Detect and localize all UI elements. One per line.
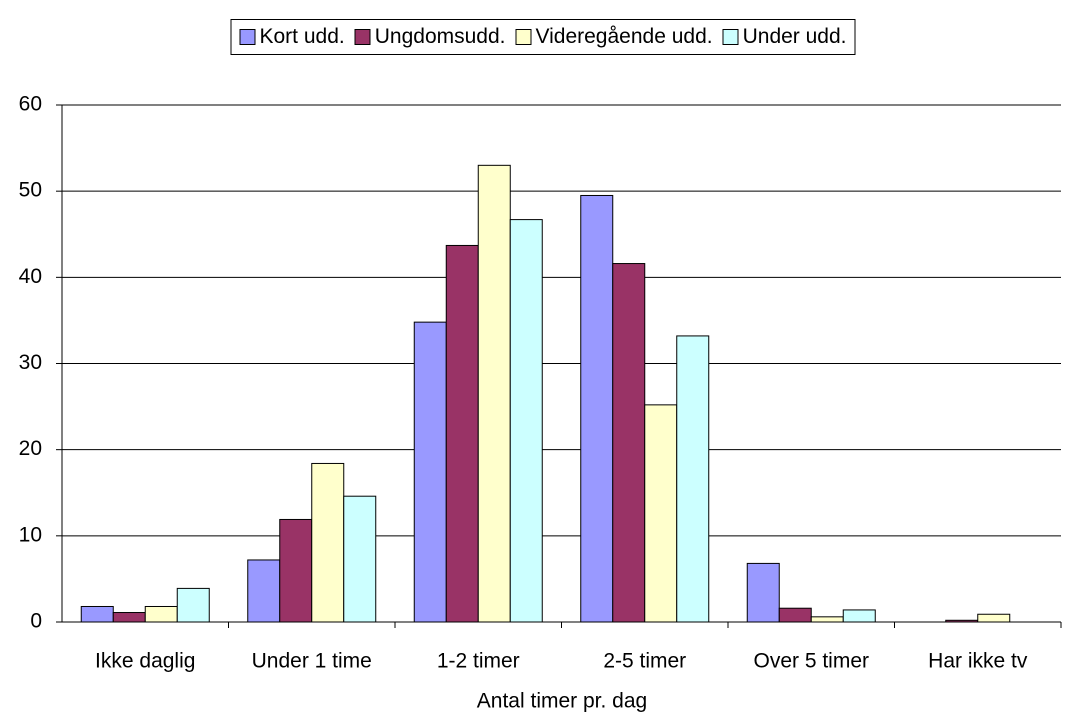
- bar: [810, 616, 844, 623]
- x-tick-label: Over 5 timer: [753, 650, 869, 673]
- legend-swatch: [515, 29, 532, 45]
- bar: [676, 335, 710, 623]
- y-tick-label: 10: [19, 523, 42, 546]
- legend-label: Under udd.: [742, 25, 847, 48]
- y-tick-label: 40: [19, 265, 42, 288]
- bar: [279, 518, 313, 623]
- x-tick-label: Ikke daglig: [95, 650, 195, 673]
- bar: [247, 559, 281, 623]
- legend-item: Ungdomsudd.: [354, 25, 506, 49]
- bar: [176, 587, 210, 623]
- x-tick-label: Har ikke tv: [928, 650, 1028, 673]
- legend-item: Under udd.: [722, 25, 847, 49]
- legend-swatch: [722, 29, 739, 45]
- bar: [746, 562, 780, 623]
- bar: [644, 404, 678, 623]
- legend-item: Kort udd.: [239, 25, 345, 49]
- x-tick-label: 1-2 timer: [437, 650, 520, 673]
- bar: [977, 613, 1011, 623]
- y-tick-label: 0: [30, 610, 42, 633]
- bar: [311, 462, 345, 623]
- bar: [413, 321, 447, 623]
- x-tick-label: Under 1 time: [252, 650, 372, 673]
- bar: [477, 164, 511, 623]
- bar: [509, 219, 543, 623]
- x-axis-title: Antal timer pr. dag: [477, 690, 647, 713]
- x-tick-label: 2-5 timer: [603, 650, 686, 673]
- bar: [778, 607, 812, 623]
- bar: [842, 609, 876, 623]
- legend-swatch: [354, 29, 371, 45]
- bar: [445, 244, 479, 623]
- legend-item: Videregående udd.: [515, 25, 713, 49]
- legend-swatch: [239, 29, 256, 45]
- bar: [343, 495, 377, 623]
- bar: [580, 194, 614, 623]
- bar: [612, 263, 646, 623]
- legend-label: Videregående udd.: [535, 25, 713, 48]
- y-tick-label: 50: [19, 179, 42, 202]
- legend-label: Ungdomsudd.: [374, 25, 506, 48]
- legend-label: Kort udd.: [259, 25, 345, 48]
- bar: [80, 605, 114, 623]
- legend: Kort udd. Ungdomsudd. Videregående udd. Und…: [230, 19, 856, 55]
- y-tick-label: 30: [19, 351, 42, 374]
- bar: [144, 605, 178, 623]
- y-tick-label: 20: [19, 437, 42, 460]
- bar: [945, 619, 979, 623]
- y-tick-label: 60: [19, 93, 42, 116]
- bar: [112, 612, 146, 623]
